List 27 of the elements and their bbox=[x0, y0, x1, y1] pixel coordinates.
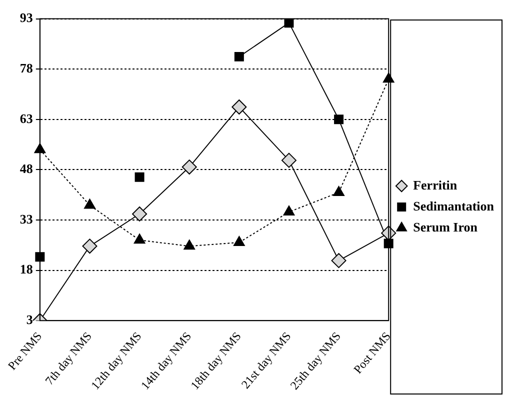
legend-label: Serum Iron bbox=[413, 219, 478, 234]
point bbox=[82, 238, 98, 254]
point bbox=[234, 52, 244, 62]
point bbox=[283, 205, 295, 216]
point bbox=[134, 234, 146, 244]
point bbox=[184, 240, 196, 250]
point bbox=[84, 198, 96, 209]
y-tick-label: 3 bbox=[26, 312, 34, 327]
point bbox=[334, 114, 344, 124]
y-tick-label: 33 bbox=[20, 211, 34, 226]
legend-label: Ferritin bbox=[413, 177, 458, 192]
legend-label: Sedimantation bbox=[413, 198, 495, 214]
point bbox=[35, 252, 45, 262]
y-tick-label: 63 bbox=[20, 110, 34, 126]
point bbox=[233, 236, 245, 246]
point bbox=[232, 99, 247, 114]
point bbox=[134, 172, 144, 182]
y-tick-label: 18 bbox=[20, 262, 34, 277]
point bbox=[284, 18, 294, 28]
y-tick-label: 93 bbox=[20, 10, 34, 26]
point bbox=[281, 152, 296, 168]
y-tick-label: 48 bbox=[20, 161, 34, 176]
point bbox=[182, 160, 197, 175]
y-tick-label: 78 bbox=[20, 60, 34, 76]
point bbox=[132, 206, 148, 222]
point bbox=[333, 186, 344, 196]
point bbox=[331, 253, 346, 268]
